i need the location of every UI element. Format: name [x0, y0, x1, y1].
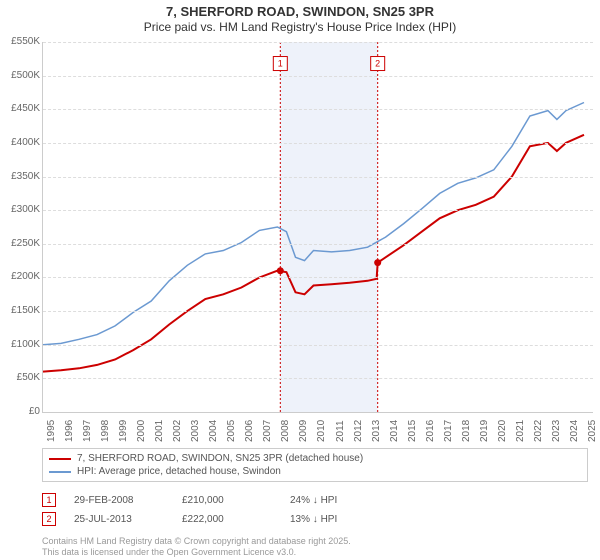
x-axis-label: 2021: [515, 420, 526, 442]
sale-price: £210,000: [182, 495, 272, 506]
sale-row: 2 25-JUL-2013 £222,000 13% ↓ HPI: [42, 512, 588, 526]
x-axis-label: 2006: [244, 420, 255, 442]
y-axis-label: £150K: [4, 305, 40, 316]
x-axis-label: 2025: [587, 420, 598, 442]
x-axis-label: 2016: [425, 420, 436, 442]
x-axis-label: 2022: [533, 420, 544, 442]
x-axis-label: 2014: [389, 420, 400, 442]
sale-point-icon: [277, 267, 284, 274]
y-axis-label: £350K: [4, 171, 40, 182]
footer-line2: This data is licensed under the Open Gov…: [42, 547, 351, 558]
legend-label: HPI: Average price, detached house, Swin…: [77, 466, 281, 477]
sale-delta: 24% ↓ HPI: [290, 495, 380, 506]
footer-line1: Contains HM Land Registry data © Crown c…: [42, 536, 351, 547]
x-axis-label: 2003: [190, 420, 201, 442]
y-axis-label: £400K: [4, 137, 40, 148]
legend-box: 7, SHERFORD ROAD, SWINDON, SN25 3PR (det…: [42, 448, 588, 482]
sale-date: 29-FEB-2008: [74, 495, 164, 506]
gridline-h: [43, 378, 593, 379]
y-axis-label: £450K: [4, 103, 40, 114]
y-axis-label: £300K: [4, 204, 40, 215]
legend-swatch-icon: [49, 458, 71, 460]
chart-container: 7, SHERFORD ROAD, SWINDON, SN25 3PR Pric…: [0, 0, 600, 560]
sale-row-marker-icon: 1: [42, 493, 56, 507]
y-axis-label: £50K: [4, 372, 40, 383]
event-band: [280, 42, 377, 412]
sale-date: 25-JUL-2013: [74, 514, 164, 525]
legend-row: 7, SHERFORD ROAD, SWINDON, SN25 3PR (det…: [49, 452, 581, 465]
x-axis-label: 1995: [46, 420, 57, 442]
gridline-h: [43, 311, 593, 312]
sale-row: 1 29-FEB-2008 £210,000 24% ↓ HPI: [42, 493, 588, 507]
x-axis-label: 2001: [154, 420, 165, 442]
x-axis-label: 2024: [569, 420, 580, 442]
x-axis-label: 1996: [64, 420, 75, 442]
title-line1: 7, SHERFORD ROAD, SWINDON, SN25 3PR: [0, 4, 600, 20]
x-axis-label: 1999: [118, 420, 129, 442]
y-axis-label: £200K: [4, 271, 40, 282]
gridline-h: [43, 76, 593, 77]
title-block: 7, SHERFORD ROAD, SWINDON, SN25 3PR Pric…: [0, 0, 600, 35]
plot-svg: 12: [43, 42, 593, 412]
footer: Contains HM Land Registry data © Crown c…: [42, 536, 351, 558]
x-axis-label: 2010: [316, 420, 327, 442]
x-axis-label: 2005: [226, 420, 237, 442]
x-axis-label: 2002: [172, 420, 183, 442]
sale-marker-number: 2: [375, 59, 380, 69]
gridline-h: [43, 244, 593, 245]
y-axis-label: £500K: [4, 70, 40, 81]
x-axis-label: 2008: [280, 420, 291, 442]
x-axis-label: 2018: [461, 420, 472, 442]
legend-swatch-icon: [49, 471, 71, 473]
chart-area: 12: [42, 42, 593, 413]
legend-row: HPI: Average price, detached house, Swin…: [49, 465, 581, 478]
x-axis-label: 2020: [497, 420, 508, 442]
y-axis-label: £0: [4, 406, 40, 417]
x-axis-label: 1997: [82, 420, 93, 442]
gridline-h: [43, 109, 593, 110]
gridline-h: [43, 177, 593, 178]
gridline-h: [43, 42, 593, 43]
title-line2: Price paid vs. HM Land Registry's House …: [0, 20, 600, 35]
gridline-h: [43, 277, 593, 278]
x-axis-label: 2004: [208, 420, 219, 442]
y-axis-label: £100K: [4, 339, 40, 350]
gridline-h: [43, 345, 593, 346]
sale-price: £222,000: [182, 514, 272, 525]
y-axis-label: £550K: [4, 36, 40, 47]
x-axis-label: 2023: [551, 420, 562, 442]
x-axis-label: 2017: [443, 420, 454, 442]
y-axis-label: £250K: [4, 238, 40, 249]
x-axis-label: 2000: [136, 420, 147, 442]
sale-point-icon: [374, 259, 381, 266]
x-axis-label: 1998: [100, 420, 111, 442]
x-axis-label: 2013: [371, 420, 382, 442]
x-axis-label: 2015: [407, 420, 418, 442]
sales-table: 1 29-FEB-2008 £210,000 24% ↓ HPI 2 25-JUL-201…: [42, 488, 588, 526]
x-axis-label: 2009: [298, 420, 309, 442]
sale-row-marker-icon: 2: [42, 512, 56, 526]
x-axis-label: 2007: [262, 420, 273, 442]
sale-delta: 13% ↓ HPI: [290, 514, 380, 525]
x-axis-label: 2012: [353, 420, 364, 442]
sale-marker-number: 1: [278, 59, 283, 69]
gridline-h: [43, 210, 593, 211]
x-axis-label: 2011: [335, 420, 346, 442]
x-axis-label: 2019: [479, 420, 490, 442]
gridline-h: [43, 143, 593, 144]
legend-label: 7, SHERFORD ROAD, SWINDON, SN25 3PR (det…: [77, 453, 363, 464]
